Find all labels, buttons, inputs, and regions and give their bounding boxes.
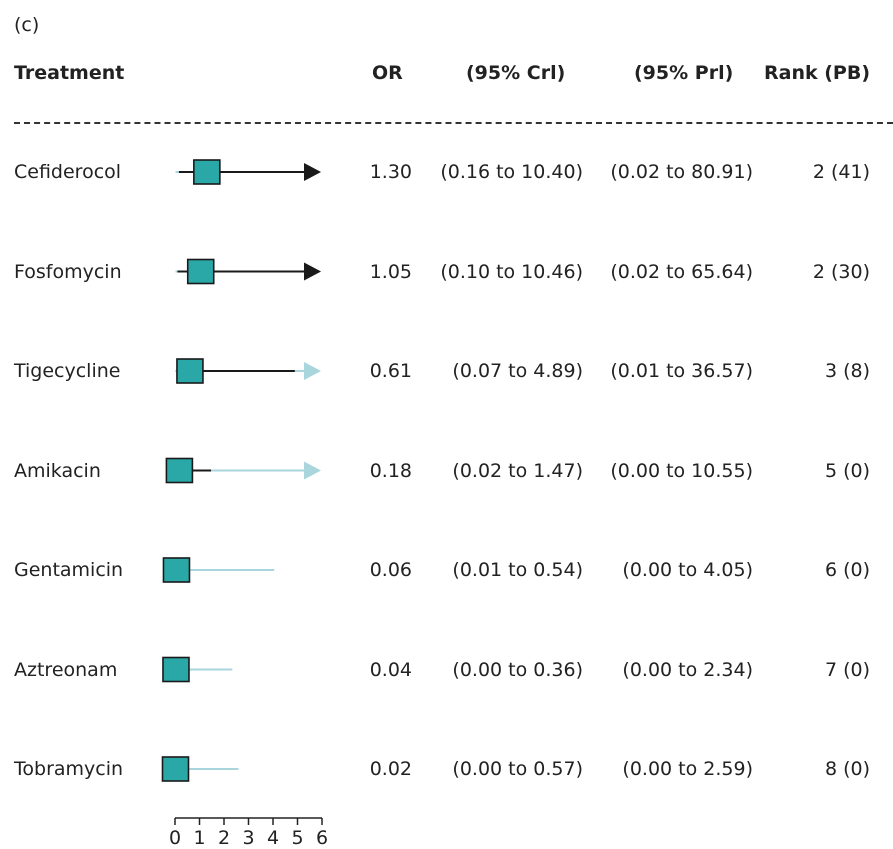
point-estimate-marker (186, 258, 215, 285)
header-divider (14, 122, 893, 124)
header-prl: (95% Prl) (634, 62, 734, 84)
x-tick-label: 5 (291, 827, 303, 849)
treatment-label: Tobramycin (14, 758, 124, 780)
crl-value: (0.00 to 0.57) (452, 758, 583, 780)
treatment-label: Tigecycline (14, 360, 121, 382)
or-value: 1.30 (369, 161, 412, 183)
or-value: 0.18 (369, 459, 412, 482)
or-value: 0.02 (369, 758, 412, 780)
rank-value: 6 (0) (824, 559, 870, 581)
x-tick-label: 3 (242, 827, 254, 849)
treatment-label: Gentamicin (14, 559, 124, 581)
crl-value: (0.10 to 10.46) (440, 260, 583, 283)
prl-value: (0.00 to 2.34) (622, 658, 753, 681)
point-estimate-marker (193, 159, 221, 185)
credible-interval-arrow (304, 163, 321, 181)
treatment-label: Fosfomycin (14, 260, 122, 283)
prl-value: (0.02 to 65.64) (610, 260, 753, 283)
crl-value: (0.07 to 4.89) (452, 360, 583, 382)
panel-label: (c) (14, 14, 40, 36)
rank-value: 2 (30) (812, 260, 870, 283)
rank-value: 7 (0) (824, 658, 870, 681)
header-rank: Rank (PB) (764, 62, 871, 84)
point-estimate-marker (162, 557, 191, 583)
rank-value: 5 (0) (824, 459, 870, 482)
x-tick-label: 4 (267, 827, 279, 849)
x-tick-label: 0 (169, 827, 181, 849)
prl-value: (0.02 to 80.91) (610, 161, 753, 183)
point-estimate-marker (161, 756, 190, 782)
crl-value: (0.16 to 10.40) (440, 161, 583, 183)
crl-value: (0.01 to 0.54) (452, 559, 583, 581)
or-value: 0.06 (369, 559, 412, 581)
or-value: 1.05 (369, 260, 412, 283)
treatment-label: Aztreonam (14, 658, 118, 681)
prediction-interval-arrow (304, 362, 321, 380)
treatment-label: Amikacin (14, 459, 101, 482)
credible-interval-arrow (304, 262, 321, 281)
point-estimate-marker (165, 457, 194, 484)
point-estimate-marker (176, 358, 204, 384)
prediction-interval-arrow (304, 461, 321, 480)
or-value: 0.04 (369, 658, 412, 681)
rank-value: 8 (0) (824, 758, 870, 780)
crl-value: (0.02 to 1.47) (452, 459, 583, 482)
rank-value: 2 (41) (812, 161, 870, 183)
point-estimate-marker (162, 656, 190, 683)
x-tick-label: 6 (316, 827, 328, 849)
or-value: 0.61 (369, 360, 412, 382)
crl-value: (0.00 to 0.36) (452, 658, 583, 681)
header-or: OR (372, 62, 403, 84)
prl-value: (0.00 to 2.59) (622, 758, 753, 780)
x-tick-label: 2 (218, 827, 230, 849)
header-treatment: Treatment (14, 62, 125, 84)
rank-value: 3 (8) (824, 360, 870, 382)
treatment-label: Cefiderocol (14, 161, 122, 183)
prl-value: (0.00 to 10.55) (610, 459, 753, 482)
prl-value: (0.00 to 4.05) (622, 559, 753, 581)
prl-value: (0.01 to 36.57) (610, 360, 753, 382)
header-crl: (95% Crl) (466, 62, 566, 84)
x-tick-label: 1 (193, 827, 205, 849)
